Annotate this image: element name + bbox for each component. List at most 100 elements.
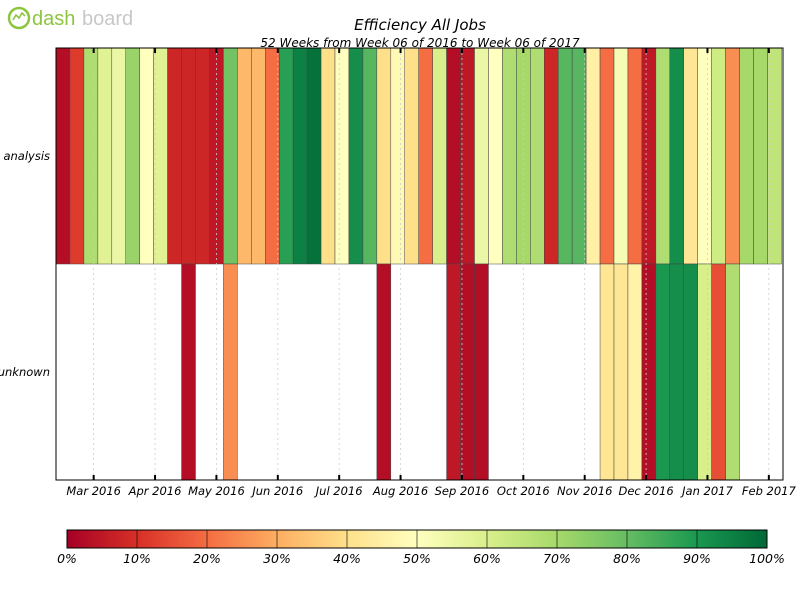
heatmap-cell xyxy=(599,47,615,265)
heatmap-cell xyxy=(167,47,182,265)
logo-text-dash: dash xyxy=(32,8,75,30)
colorbar-tick-label: 20% xyxy=(193,551,221,566)
heatmap-cell xyxy=(209,47,224,265)
heatmap-cell xyxy=(153,47,168,265)
heatmap-cell xyxy=(669,47,684,265)
heatmap-cell xyxy=(251,47,266,265)
heatmap-cell xyxy=(404,47,419,265)
colorbar-tick-label: 50% xyxy=(403,551,431,566)
heatmap-cell xyxy=(418,47,433,265)
heatmap-cell xyxy=(655,47,671,265)
x-axis-ticks: Mar 2016 Apr 2016 May 2016 Jun 2016 Jul 2016… xyxy=(66,48,796,498)
x-tick-label: May 2016 xyxy=(188,484,245,498)
heatmap-cell xyxy=(390,47,405,265)
heatmap-cell xyxy=(669,263,684,481)
heatmap-cell xyxy=(474,47,489,265)
heatmap-cell xyxy=(446,47,461,265)
x-tick-label: Sep 2016 xyxy=(435,484,490,498)
heatmap-cell xyxy=(557,47,573,265)
x-tick-label: Jul 2016 xyxy=(314,484,363,498)
heatmap-cell xyxy=(711,263,726,481)
heatmap-cell xyxy=(697,263,712,481)
x-tick-label: Oct 2016 xyxy=(497,484,550,498)
heatmap-cell xyxy=(711,47,726,265)
heatmap-cell xyxy=(488,47,503,265)
heatmap-cell xyxy=(753,47,768,265)
colorbar-tick-label: 40% xyxy=(333,551,361,566)
heatmap-cell xyxy=(725,47,740,265)
colorbar-tick-label: 80% xyxy=(613,551,641,566)
heatmap-cell xyxy=(474,263,489,481)
heatmap-cell xyxy=(139,47,154,265)
heatmap-cell xyxy=(320,47,336,265)
heatmap-cell xyxy=(348,47,364,265)
heatmap-cell xyxy=(697,47,712,265)
chart-title: Efficiency All Jobs xyxy=(354,16,486,34)
x-tick-label: Dec 2016 xyxy=(618,484,673,498)
x-tick-label: Aug 2016 xyxy=(372,484,428,498)
heatmap-cell xyxy=(739,47,754,265)
x-tick-label: Nov 2016 xyxy=(557,484,612,498)
heatmap-cell xyxy=(237,47,252,265)
heatmap-cell xyxy=(292,47,308,265)
heatmap-cell xyxy=(460,47,475,265)
heatmap-cell xyxy=(432,47,447,265)
heatmap-cell xyxy=(306,47,322,265)
heatmap-cell xyxy=(627,47,643,265)
heatmap-cell xyxy=(655,263,671,481)
y-tick-label: unknown xyxy=(0,365,50,379)
heatmap-cell xyxy=(334,47,350,265)
x-tick-label: Mar 2016 xyxy=(66,484,121,498)
heatmap-cell xyxy=(613,263,629,481)
heatmap-cell xyxy=(585,47,601,265)
heatmap-cell xyxy=(195,47,210,265)
dashboard-logo-icon: dash board xyxy=(7,6,133,30)
heatmap-cell xyxy=(641,263,657,481)
heatmap-cell xyxy=(530,47,545,265)
heatmap-cell xyxy=(613,47,629,265)
heatmap-cell xyxy=(446,263,461,481)
heatmap-cell xyxy=(725,263,740,481)
colorbar-tick-label: 0% xyxy=(57,551,77,566)
x-tick-label: Feb 2017 xyxy=(742,484,797,498)
heatmap-cell xyxy=(571,47,587,265)
colorbar-tick-label: 90% xyxy=(683,551,711,566)
heatmap-cell xyxy=(181,263,196,481)
plot-frame xyxy=(55,47,784,481)
colorbar-tick-label: 10% xyxy=(123,551,151,566)
heatmap-cell xyxy=(376,263,392,481)
heatmap-cell xyxy=(516,47,531,265)
y-tick-label: analysis xyxy=(3,149,50,163)
heatmap-cell xyxy=(278,47,294,265)
heatmap-cell xyxy=(55,47,71,265)
heatmap-cells xyxy=(55,47,782,481)
heatmap-cell xyxy=(627,263,643,481)
heatmap-cell xyxy=(223,263,238,481)
x-tick-label: Jan 2017 xyxy=(680,484,733,498)
heatmap-cell xyxy=(683,47,698,265)
chart-subtitle: 52 Weeks from Week 06 of 2016 to Week 06… xyxy=(260,36,580,50)
colorbar-tick-label: 70% xyxy=(543,551,571,566)
colorbar-tick-label: 30% xyxy=(263,551,291,566)
heatmap-cell xyxy=(460,263,475,481)
colorbar: 0% 10% 20% 30% 40% 50% 60% 70% 80% 90% 100% xyxy=(57,529,785,566)
heatmap-cell xyxy=(683,263,698,481)
heatmap-cell xyxy=(362,47,378,265)
x-tick-label: Jun 2016 xyxy=(250,484,303,498)
heatmap-cell xyxy=(767,47,782,265)
y-axis-labels: analysis unknown xyxy=(0,149,50,379)
heatmap-cell xyxy=(181,47,196,265)
heatmap-cell xyxy=(502,47,517,265)
x-tick-label: Apr 2016 xyxy=(128,484,182,498)
logo-text-board: board xyxy=(82,8,133,30)
heatmap-cell xyxy=(97,47,113,265)
dashboard-logo: dash board xyxy=(4,4,164,32)
heatmap-cell xyxy=(223,47,238,265)
heatmap-cell xyxy=(599,263,615,481)
colorbar-tick-label: 100% xyxy=(749,551,785,566)
month-gridlines xyxy=(93,48,770,480)
heatmap-cell xyxy=(69,47,85,265)
heatmap-cell xyxy=(83,47,99,265)
heatmap-cell xyxy=(641,47,657,265)
